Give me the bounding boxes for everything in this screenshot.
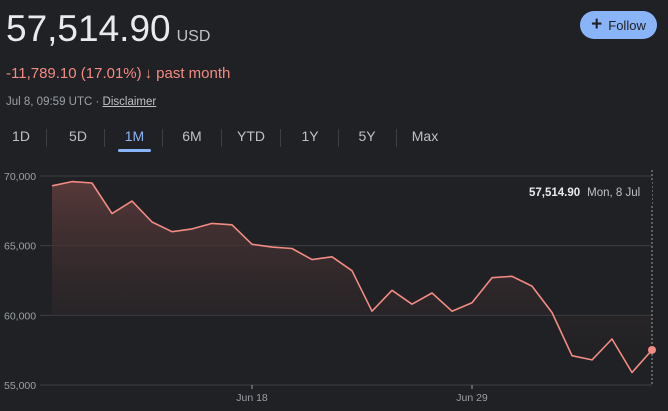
- x-tick-label: Jun 29: [456, 392, 488, 404]
- tab-1m[interactable]: 1M: [118, 124, 151, 152]
- tab-ytd[interactable]: YTD: [237, 128, 265, 144]
- change-value: -11,789.10 (17.01%): [6, 65, 142, 82]
- currency-label: USD: [176, 28, 211, 45]
- y-tick-label: 60,000: [4, 310, 36, 322]
- timestamp-row: Jul 8, 09:59 UTC · Disclaimer: [6, 96, 156, 108]
- follow-label: Follow: [608, 17, 646, 33]
- tooltip-date: Mon, 8 Jul: [587, 186, 641, 199]
- plus-icon: +: [591, 13, 603, 35]
- tab-1y[interactable]: 1Y: [301, 128, 319, 144]
- price-area: [52, 181, 652, 373]
- change-period: past month: [156, 65, 231, 82]
- tab-divider: [396, 129, 397, 147]
- tab-1d[interactable]: 1D: [12, 128, 30, 144]
- arrow-down-icon: ↓: [144, 65, 153, 82]
- range-tabs: 1D 5D 1M 6M YTD 1Y 5Y Max: [0, 124, 470, 152]
- timestamp: Jul 8, 09:59 UTC ·: [6, 96, 100, 108]
- chart-tooltip: 57,514.90 Mon, 8 Jul: [522, 181, 652, 204]
- price-change: -11,789.10 (17.01%) ↓ past month: [6, 65, 230, 82]
- tab-5y[interactable]: 5Y: [358, 128, 376, 144]
- follow-button[interactable]: + Follow: [580, 11, 657, 39]
- disclaimer-link[interactable]: Disclaimer: [102, 96, 157, 108]
- tab-divider: [104, 129, 105, 147]
- tooltip-price: 57,514.90: [529, 186, 581, 199]
- y-tick-label: 65,000: [4, 241, 36, 253]
- tab-divider: [46, 129, 47, 147]
- current-point-marker: [648, 345, 656, 354]
- tab-divider: [338, 129, 339, 147]
- tab-divider: [162, 129, 163, 147]
- tab-divider: [280, 129, 281, 147]
- y-tick-label: 70,000: [4, 171, 36, 183]
- tab-max[interactable]: Max: [411, 128, 439, 144]
- x-tick-label: Jun 18: [236, 392, 268, 404]
- price-chart[interactable]: 70,000 65,000 60,000 55,000 Jun 18 Jun 29: [0, 160, 668, 411]
- price-header: 57,514.90 USD: [6, 8, 210, 50]
- current-price: 57,514.90: [6, 8, 171, 49]
- tab-5d[interactable]: 5D: [69, 128, 87, 144]
- y-tick-label: 55,000: [4, 380, 36, 392]
- price-line: [51, 180, 653, 374]
- tab-divider: [221, 129, 222, 147]
- tab-6m[interactable]: 6M: [182, 128, 202, 144]
